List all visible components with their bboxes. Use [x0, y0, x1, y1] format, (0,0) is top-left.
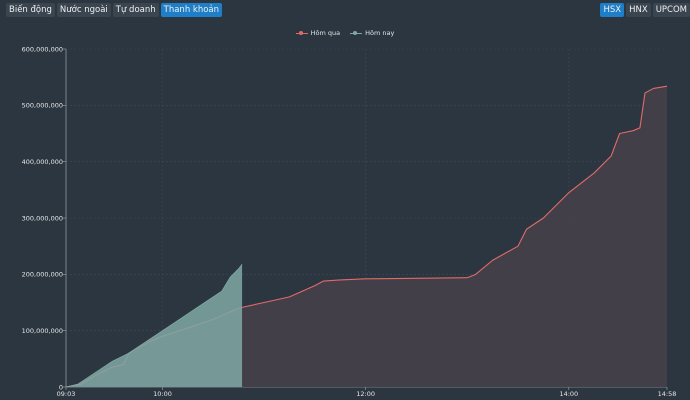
tab-bien-dong[interactable]: Biến động [6, 3, 55, 17]
legend-label-hom-qua: Hôm qua [310, 29, 341, 37]
y-tick-label: 500,000,000 [22, 102, 63, 110]
chart-legend: Hôm qua Hôm nay [0, 29, 690, 37]
x-tick-label: 09:03 [57, 390, 76, 398]
series-area-hom-nay [66, 264, 243, 387]
legend-marker-hom-qua [295, 30, 308, 36]
y-tick-label: 400,000,000 [22, 158, 63, 166]
exchange-tabs: HSX HNX UPCOM [600, 3, 690, 17]
x-tick-label: 10:00 [153, 390, 172, 398]
legend-marker-hom-nay [350, 30, 363, 36]
x-tick-label: 14:00 [559, 390, 578, 398]
tab-nuoc-ngoai[interactable]: Nước ngoài [56, 3, 111, 17]
tab-hnx[interactable]: HNX [626, 3, 651, 17]
x-tick-label: 14:58 [658, 390, 677, 398]
y-tick-label: 0 [59, 383, 63, 391]
y-tick-label: 100,000,000 [22, 327, 63, 335]
tab-tu-doanh[interactable]: Tự doanh [112, 3, 159, 17]
series-line-hom-nay [65, 263, 243, 388]
y-tick-label: 200,000,000 [22, 271, 63, 279]
x-tick-label: 12:00 [356, 390, 375, 398]
tab-upcom[interactable]: UPCOM [652, 3, 690, 17]
y-tick-label: 600,000,000 [22, 45, 63, 53]
top-bar: Biến động Nước ngoài Tự doanh Thanh khoả… [0, 0, 690, 20]
view-tabs: Biến động Nước ngoài Tự doanh Thanh khoả… [6, 3, 223, 17]
tab-thanh-khoan[interactable]: Thanh khoản [160, 3, 223, 17]
legend-item-hom-qua[interactable]: Hôm qua [295, 29, 341, 37]
legend-label-hom-nay: Hôm nay [365, 29, 395, 37]
tab-hsx[interactable]: HSX [600, 3, 625, 17]
y-tick-label: 300,000,000 [22, 214, 63, 222]
legend-item-hom-nay[interactable]: Hôm nay [350, 29, 394, 37]
series-area-hom-qua [66, 86, 667, 388]
